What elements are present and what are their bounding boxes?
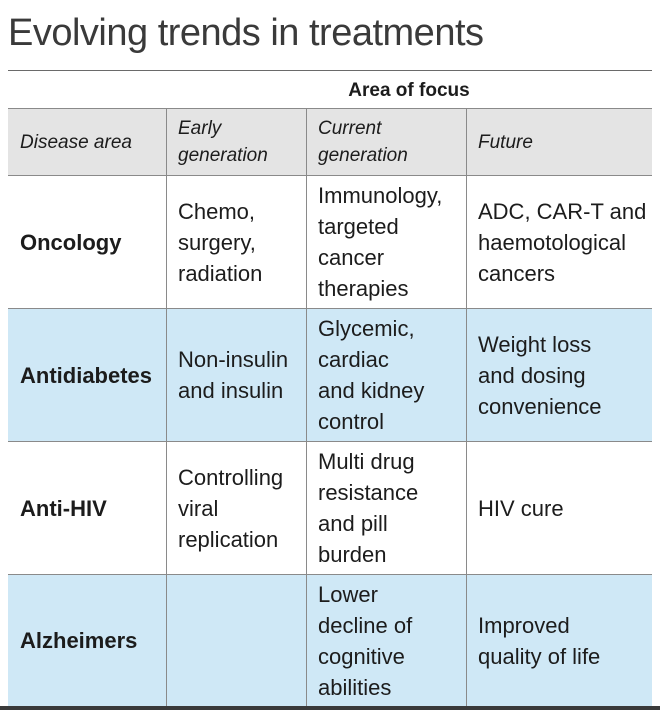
column-divider	[166, 442, 167, 574]
disease-cell: Antidiabetes	[20, 362, 153, 388]
column-divider	[306, 176, 307, 308]
early-generation-cell	[166, 575, 306, 706]
column-divider	[466, 309, 467, 441]
future-cell: HIV cure	[478, 495, 564, 521]
disease-cell: Alzheimers	[20, 628, 138, 653]
early-generation-cell: Non-insulin and insulin	[178, 347, 289, 403]
title-divider	[8, 70, 652, 71]
current-generation-cell: Immunology, targeted cancer therapies	[318, 183, 443, 301]
column-divider	[466, 176, 467, 308]
table-row-antidiabetes: Antidiabetes Non-insulin and insulin Gly…	[8, 309, 652, 442]
disease-cell: Oncology	[20, 229, 122, 255]
current-generation-cell: Lower decline of cognitive abilities	[318, 581, 413, 700]
future-cell: Weight loss and dosing convenience	[478, 331, 602, 419]
table-header-row: Disease area Early generation Current ge…	[8, 108, 652, 176]
area-of-focus-header: Area of focus	[348, 80, 470, 101]
column-divider	[306, 442, 307, 574]
early-generation-cell: Chemo, surgery, radiation	[178, 198, 263, 286]
current-generation-cell: Multi drug resistance and pill burden	[318, 449, 419, 567]
header-future: Future	[478, 131, 533, 153]
column-divider	[466, 442, 467, 574]
current-generation-cell: Glycemic, cardiac and kidney control	[318, 316, 425, 434]
column-divider	[306, 575, 307, 706]
page-title: Evolving trends in treatments	[8, 12, 484, 54]
header-current-generation: Current generation	[318, 118, 408, 166]
table-row-oncology: Oncology Chemo, surgery, radiation Immun…	[8, 176, 652, 309]
column-divider	[466, 109, 467, 175]
table-row-alzheimers: Alzheimers Lower decline of cognitive ab…	[8, 575, 652, 706]
bottom-border	[0, 706, 660, 710]
disease-cell: Anti-HIV	[20, 495, 107, 521]
column-divider	[306, 309, 307, 441]
column-divider	[306, 109, 307, 175]
table-row-anti-hiv: Anti-HIV Controlling viral replication M…	[8, 442, 652, 575]
column-divider	[466, 575, 467, 706]
header-disease-area: Disease area	[20, 131, 132, 153]
column-divider	[166, 309, 167, 441]
column-divider	[166, 109, 167, 175]
early-generation-cell: Controlling viral replication	[178, 464, 284, 552]
header-early-generation: Early generation	[178, 118, 268, 166]
future-cell: Improved quality of life	[478, 612, 601, 669]
future-cell: ADC, CAR-T and haemotological cancers	[478, 198, 647, 286]
column-divider	[166, 575, 167, 706]
column-divider	[166, 176, 167, 308]
